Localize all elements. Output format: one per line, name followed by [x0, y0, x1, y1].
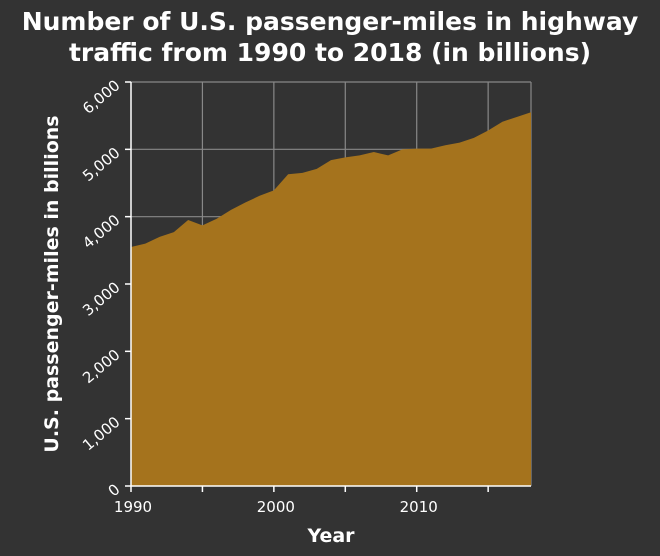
x-tick-label: 2000 [257, 498, 295, 516]
x-axis-label: Year [306, 525, 355, 547]
series-area-layer [131, 112, 531, 487]
y-tick-label: 2,000 [79, 346, 123, 387]
y-tick-label: 6,000 [79, 76, 123, 117]
x-tick-label: 2010 [400, 498, 438, 516]
y-tick-label: 3,000 [79, 278, 123, 319]
y-tick-label: 1,000 [79, 413, 123, 454]
x-tick-label: 1990 [114, 498, 152, 516]
axes [125, 81, 531, 492]
chart-title: Number of U.S. passenger-miles in highwa… [21, 7, 639, 67]
y-tick-label: 4,000 [79, 211, 123, 252]
y-tick-label: 5,000 [79, 144, 123, 185]
x-tick-labels: 1990 2000 2010 [114, 498, 438, 516]
series-area [131, 112, 531, 487]
y-axis-label: U.S. passenger-miles in billions [41, 115, 63, 452]
